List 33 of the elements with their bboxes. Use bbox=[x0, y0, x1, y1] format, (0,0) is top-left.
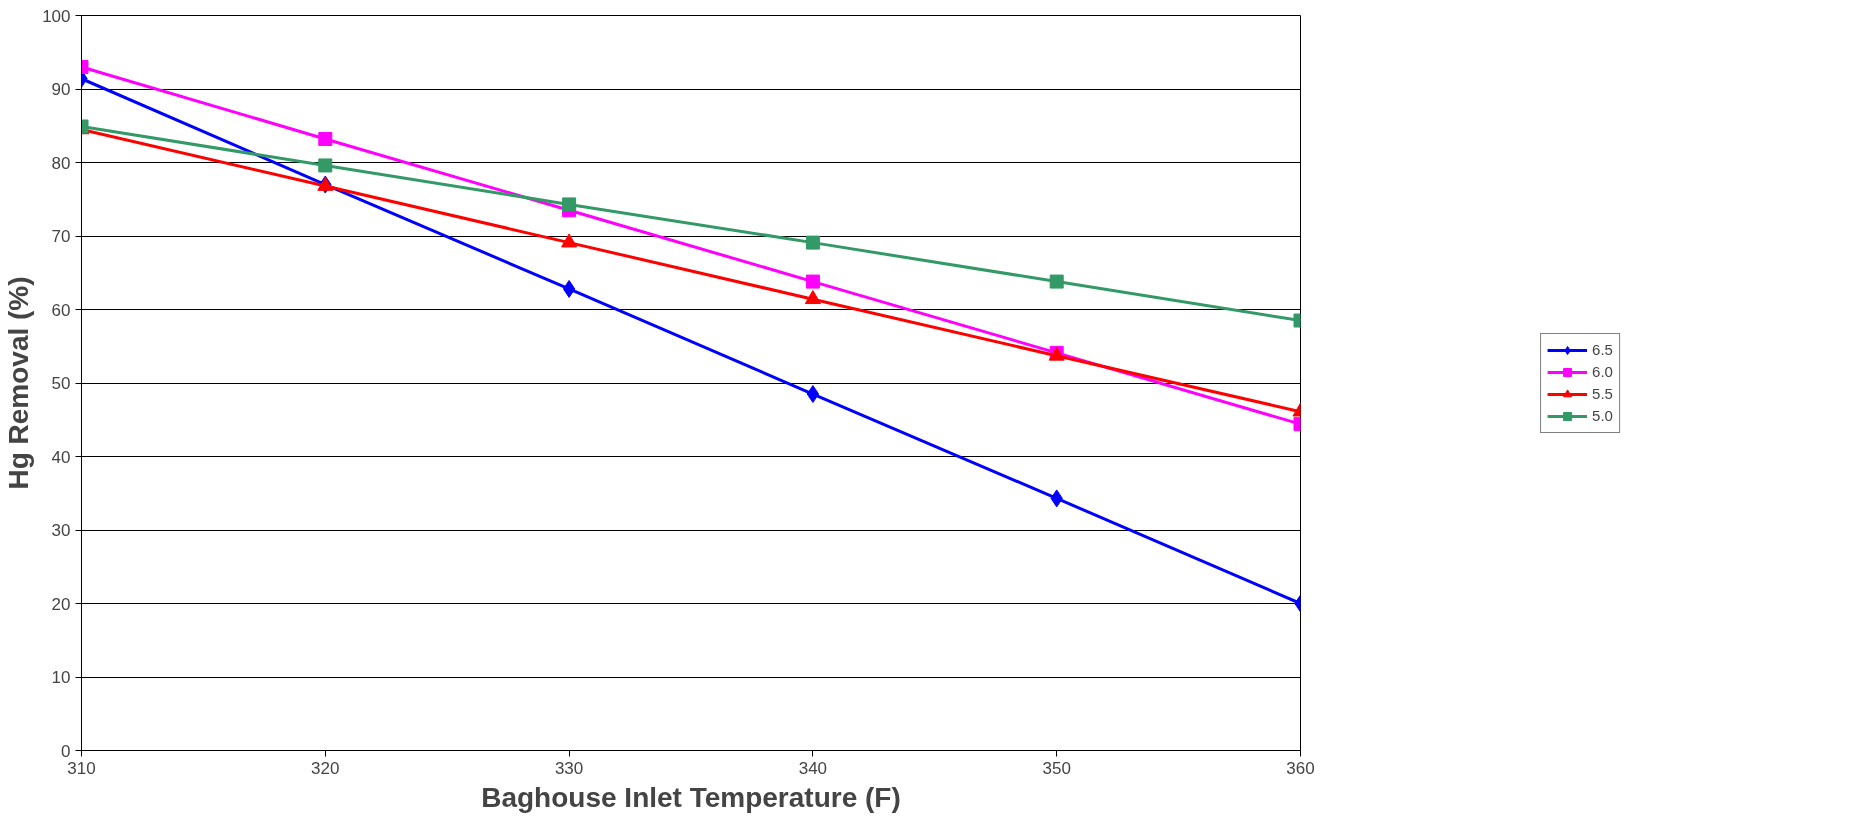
point bbox=[561, 233, 578, 248]
x-tick-label: 330 bbox=[554, 758, 584, 778]
x-tick-label: 360 bbox=[1286, 758, 1315, 778]
y-tick-label: 70 bbox=[51, 227, 71, 246]
y-tick-label: 90 bbox=[51, 80, 71, 99]
legend-label: 5.0 bbox=[1592, 407, 1613, 424]
x-tick-label: 310 bbox=[67, 758, 96, 778]
y-tick-label: 50 bbox=[51, 374, 71, 393]
y-tick-label: 100 bbox=[42, 6, 71, 26]
y-axis-title: Hg Removal (%) bbox=[3, 276, 35, 490]
legend-label: 6.0 bbox=[1592, 363, 1613, 380]
legend-label: 5.5 bbox=[1592, 385, 1613, 402]
x-tick-label: 350 bbox=[1042, 758, 1071, 778]
point bbox=[318, 158, 333, 173]
point bbox=[805, 235, 820, 250]
point bbox=[562, 279, 576, 298]
point bbox=[1049, 274, 1064, 289]
legend-label: 6.5 bbox=[1592, 341, 1613, 358]
point bbox=[318, 131, 333, 146]
x-tick-label: 320 bbox=[311, 758, 340, 778]
y-tick-label: 60 bbox=[51, 300, 71, 320]
y-tick-label: 10 bbox=[51, 668, 71, 687]
y-tick-label: 40 bbox=[51, 447, 71, 467]
x-tick-label: 340 bbox=[798, 758, 828, 778]
point bbox=[805, 274, 820, 289]
point bbox=[804, 290, 821, 305]
y-tick-label: 30 bbox=[51, 521, 71, 540]
point bbox=[562, 197, 577, 212]
y-tick-label: 20 bbox=[51, 594, 71, 614]
x-axis-title: Baghouse Inlet Temperature (F) bbox=[481, 781, 901, 813]
y-tick-label: 0 bbox=[61, 741, 71, 761]
point bbox=[806, 385, 820, 404]
y-tick-label: 80 bbox=[51, 153, 71, 173]
